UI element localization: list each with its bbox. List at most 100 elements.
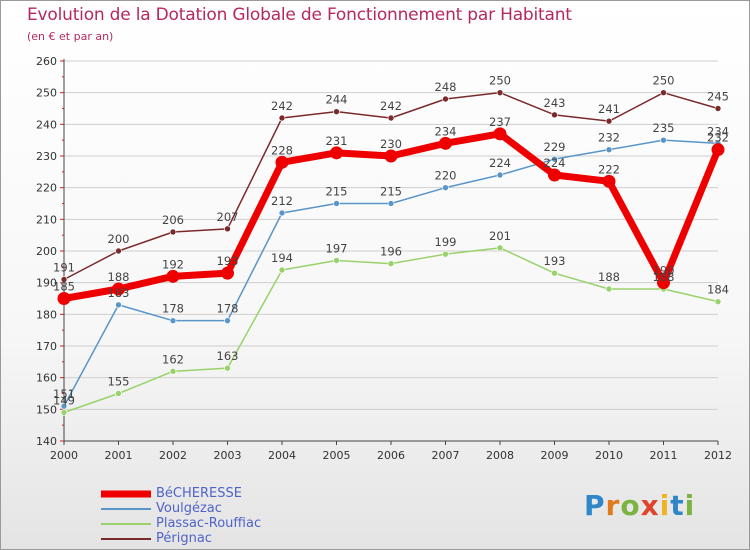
x-tick-label: 2000: [50, 449, 78, 462]
y-tick-label: 160: [36, 372, 57, 385]
x-tick-label: 2007: [432, 449, 460, 462]
data-label-voulgezac: 215: [326, 185, 348, 199]
data-point-plassac-rouffiac: [224, 364, 231, 372]
data-label-plassac-rouffiac: 193: [544, 254, 566, 268]
logo-letter: r: [605, 489, 621, 522]
x-tick-label: 2011: [650, 449, 678, 462]
data-label-plassac-rouffiac: 194: [271, 251, 293, 265]
y-tick-label: 200: [36, 245, 57, 258]
data-label-perignac: 250: [653, 74, 675, 88]
x-tick-label: 2012: [704, 449, 732, 462]
data-label-becheresse: 232: [707, 131, 729, 145]
data-label-becheresse: 234: [435, 124, 457, 138]
x-tick-label: 2008: [486, 449, 514, 462]
data-point-plassac-rouffiac: [714, 298, 722, 305]
data-point-perignac: [442, 95, 449, 103]
data-label-perignac: 244: [326, 93, 348, 107]
legend-label-plassac-rouffiac: Plassac-Rouffiac: [156, 516, 262, 531]
data-point-voulgezac: [333, 200, 340, 207]
proxiti-logo: Proxiti: [584, 489, 695, 522]
chart-title: Evolution de la Dotation Globale de Fonc…: [27, 5, 572, 25]
data-point-becheresse: [112, 282, 125, 296]
data-point-becheresse: [330, 146, 343, 160]
data-point-perignac: [60, 276, 68, 283]
data-label-becheresse: 188: [108, 270, 130, 284]
data-label-perignac: 241: [598, 102, 620, 116]
data-point-becheresse: [711, 143, 725, 157]
data-label-plassac-rouffiac: 201: [489, 229, 511, 243]
data-label-perignac: 242: [271, 99, 293, 113]
legend-swatch-voulgezac: [101, 508, 151, 510]
data-label-plassac-rouffiac: 155: [108, 375, 130, 389]
x-tick-label: 2004: [268, 449, 296, 462]
data-point-voulgezac: [551, 155, 558, 163]
data-label-perignac: 248: [435, 80, 457, 94]
data-point-becheresse: [602, 174, 616, 188]
data-point-perignac: [496, 89, 504, 96]
logo-letter: i: [659, 489, 671, 522]
data-point-plassac-rouffiac: [60, 409, 68, 416]
data-point-voulgezac: [115, 301, 122, 309]
data-label-voulgezac: 224: [489, 156, 511, 170]
data-point-becheresse: [166, 269, 180, 283]
data-label-perignac: 207: [217, 210, 239, 224]
y-tick-label: 180: [36, 308, 57, 321]
data-point-plassac-rouffiac: [442, 250, 449, 258]
data-point-voulgezac: [387, 200, 395, 207]
data-label-voulgezac: 178: [162, 302, 184, 316]
logo-letter: x: [640, 489, 660, 522]
data-point-plassac-rouffiac: [333, 257, 340, 264]
data-point-perignac: [660, 89, 667, 96]
data-point-voulgezac: [442, 184, 449, 191]
y-tick-label: 140: [36, 435, 57, 448]
data-label-voulgezac: 220: [435, 169, 457, 183]
legend: BéCHERESSE Voulgézac Plassac-Rouffiac Pé…: [101, 487, 361, 547]
data-label-perignac: 191: [53, 261, 75, 275]
data-point-voulgezac: [278, 209, 286, 217]
data-label-becheresse: 222: [598, 162, 620, 176]
logo-letter: o: [620, 489, 641, 522]
data-point-plassac-rouffiac: [278, 266, 286, 274]
data-label-becheresse: 193: [217, 254, 239, 268]
data-point-voulgezac: [224, 317, 231, 324]
y-tick-label: 170: [36, 340, 57, 353]
chart-subtitle: (en € et par an): [27, 30, 114, 43]
legend-swatch-becheresse: [101, 490, 151, 498]
data-point-plassac-rouffiac: [169, 368, 177, 375]
y-tick-label: 150: [36, 403, 57, 416]
y-tick-label: 260: [36, 55, 57, 68]
data-label-voulgezac: 229: [544, 140, 566, 154]
data-label-voulgezac: 151: [53, 387, 75, 401]
data-point-becheresse: [384, 149, 398, 163]
legend-swatch-perignac: [101, 538, 151, 540]
legend-label-voulgezac: Voulgézac: [156, 501, 222, 516]
y-tick-label: 220: [36, 182, 57, 195]
data-point-perignac: [333, 108, 340, 115]
data-label-plassac-rouffiac: 163: [217, 349, 239, 363]
data-label-plassac-rouffiac: 199: [435, 235, 457, 249]
logo-letter: t: [670, 489, 685, 522]
data-point-perignac: [224, 225, 231, 233]
legend-item-plassac-rouffiac: Plassac-Rouffiac: [101, 517, 361, 532]
data-label-plassac-rouffiac: 188: [653, 270, 675, 284]
data-label-voulgezac: 178: [217, 302, 239, 316]
data-label-plassac-rouffiac: 197: [326, 242, 348, 256]
logo-letter: P: [584, 489, 606, 522]
data-label-voulgezac: 183: [108, 286, 130, 300]
y-tick-label: 210: [36, 213, 57, 226]
data-point-becheresse: [548, 168, 561, 182]
data-point-plassac-rouffiac: [551, 269, 558, 277]
x-tick-label: 2001: [105, 449, 133, 462]
logo-letter: i: [684, 489, 696, 522]
data-label-becheresse: 228: [271, 143, 293, 157]
data-point-perignac: [551, 111, 558, 119]
legend-item-becheresse: BéCHERESSE: [101, 487, 361, 502]
data-point-voulgezac: [496, 171, 504, 179]
x-tick-label: 2002: [159, 449, 187, 462]
legend-item-voulgezac: Voulgézac: [101, 502, 361, 517]
data-label-plassac-rouffiac: 162: [162, 352, 184, 366]
data-label-plassac-rouffiac: 196: [380, 245, 402, 259]
legend-label-perignac: Pérignac: [156, 531, 212, 546]
data-label-becheresse: 185: [53, 280, 75, 294]
